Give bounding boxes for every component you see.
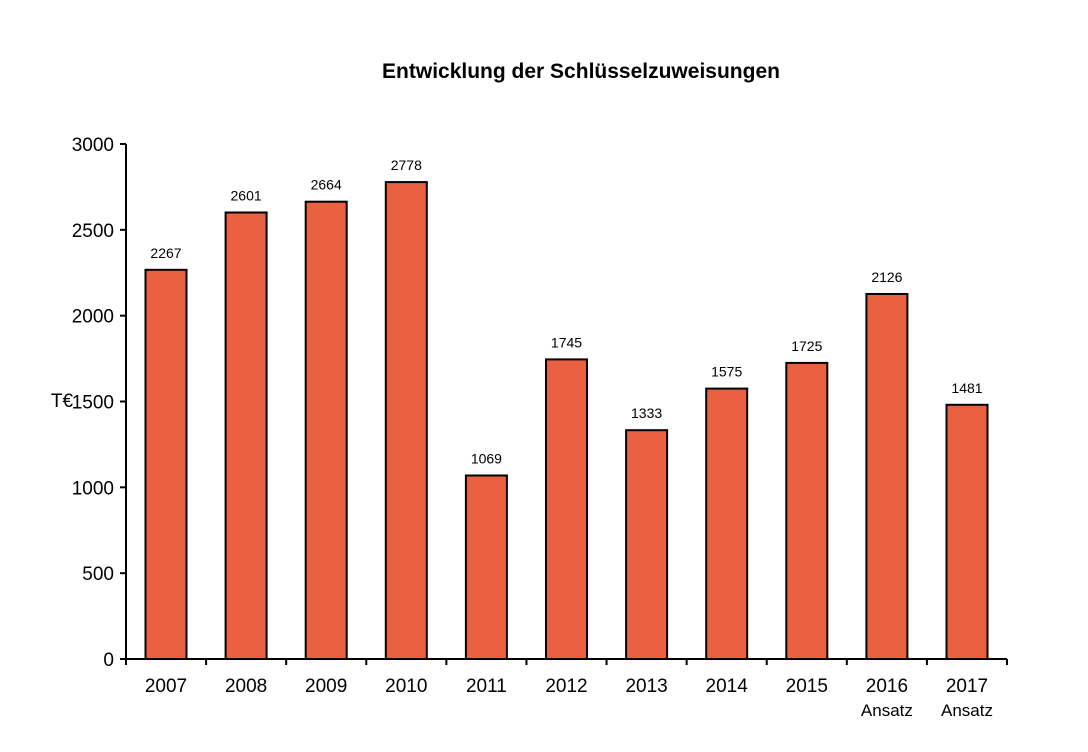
data-label-2017: 1481 [951, 380, 982, 396]
y-tick-label: 500 [82, 564, 114, 585]
y-tick-label: 1500 [72, 393, 114, 414]
x-tick-sublabel-2016: Ansatz [861, 701, 913, 720]
bar-2009 [304, 200, 348, 660]
bar-2012 [545, 358, 588, 660]
x-tick-label-2016: 2016 [866, 676, 908, 697]
bar-2014 [705, 387, 749, 660]
data-label-2008: 2601 [231, 188, 262, 204]
bar-2008 [224, 211, 268, 660]
x-tick-label-2007: 2007 [145, 676, 187, 697]
x-tick-label-2017: 2017 [946, 676, 988, 697]
data-label-2016: 2126 [871, 269, 902, 285]
y-tick-label: 2500 [72, 221, 114, 242]
x-tick-label-2013: 2013 [625, 676, 667, 697]
x-tick-label-2015: 2015 [786, 676, 828, 697]
bar-2016 [865, 293, 909, 660]
data-label-2007: 2267 [150, 245, 181, 261]
bar-2017 [945, 403, 989, 660]
x-axis: 2007 2008 2009 2010 2011 2012 2013 2014 2015 2016… [125, 658, 1008, 720]
bar-2015 [785, 361, 829, 660]
y-axis-label: T€ [51, 391, 74, 412]
x-tick-sublabel-2017: Ansatz [941, 701, 993, 720]
data-labels-group: 2267 2601 2664 2778 1069 1745 1333 1575 1725 2126… [150, 157, 982, 466]
bar-2011 [464, 474, 508, 660]
y-axis: 0 500 1000 1500 2000 2500 3000 [72, 135, 127, 671]
chart-title: Entwicklung der Schlüsselzuweisungen [382, 60, 780, 83]
y-tick-label: 0 [103, 650, 114, 671]
data-label-2010: 2778 [391, 157, 422, 173]
bar-2007 [144, 268, 188, 660]
x-tick-label-2008: 2008 [225, 676, 267, 697]
x-tick-label-2011: 2011 [466, 676, 507, 697]
data-label-2013: 1333 [631, 405, 662, 421]
y-tick-label: 3000 [72, 135, 114, 156]
data-label-2012: 1745 [551, 334, 582, 350]
data-label-2011: 1069 [471, 451, 502, 467]
data-label-2014: 1575 [711, 364, 742, 380]
x-tick-label-2012: 2012 [545, 676, 587, 697]
bar-2013 [625, 429, 669, 661]
x-tick-label-2010: 2010 [385, 676, 427, 697]
y-tick-label: 1000 [72, 478, 114, 499]
data-label-2009: 2664 [311, 177, 342, 193]
bar-2010 [384, 181, 428, 660]
bars-group [144, 181, 989, 661]
data-label-2015: 1725 [791, 338, 822, 354]
x-tick-label-2009: 2009 [305, 676, 347, 697]
x-tick-label-2014: 2014 [706, 676, 749, 697]
y-tick-label: 2000 [72, 307, 114, 328]
